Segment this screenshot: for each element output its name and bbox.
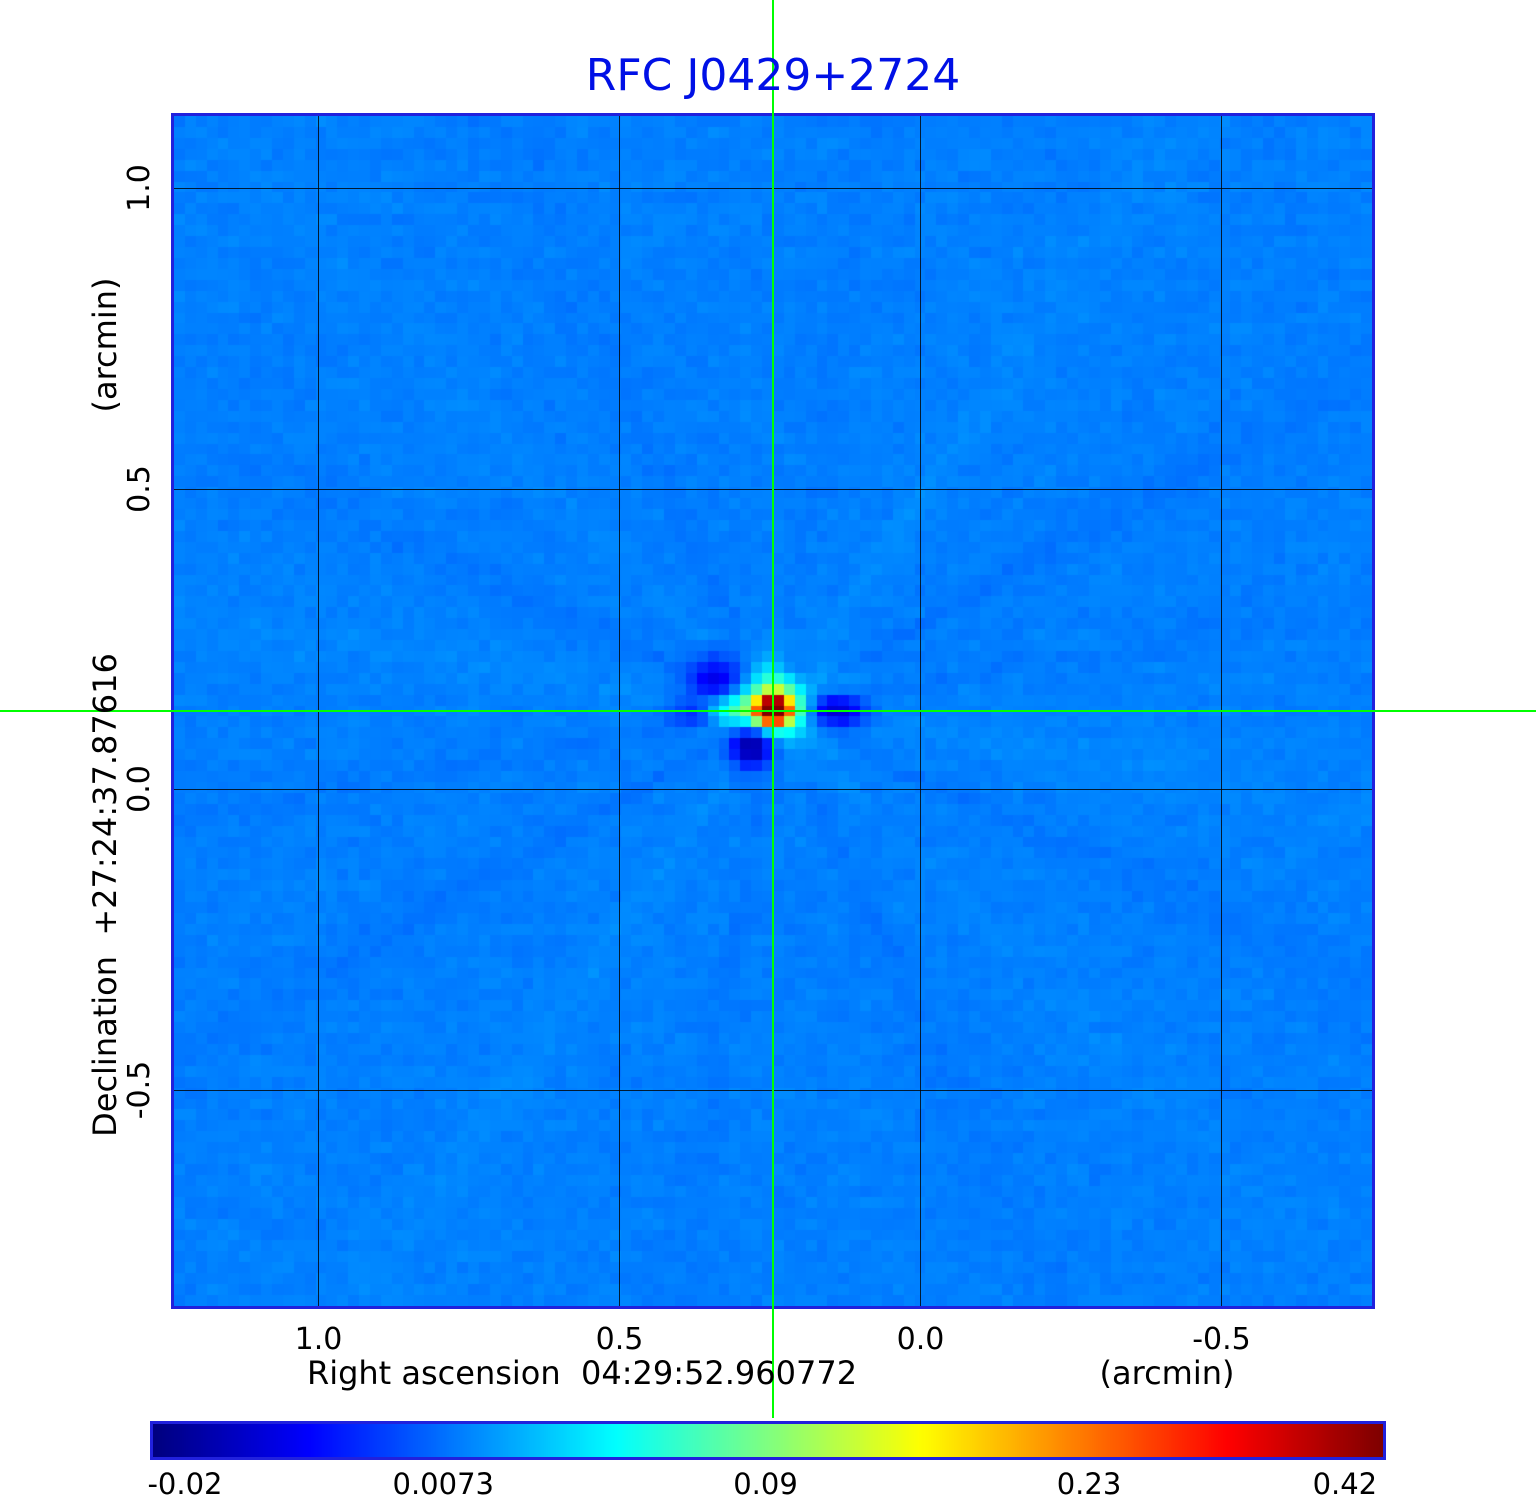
x-axis-label: Right ascension 04:29:52.960772 [306, 1354, 858, 1392]
x-tick-label: 1.0 [294, 1322, 343, 1357]
x-axis-unit-label: (arcmin) [1099, 1354, 1235, 1392]
colorbar-tick-label: 0.23 [1056, 1467, 1122, 1501]
colorbar-tick-label: 0.09 [733, 1467, 798, 1501]
colorbar-tick-label: 0.42 [1312, 1467, 1378, 1501]
colorbar [150, 1421, 1386, 1460]
x-tick-label: -0.5 [1192, 1322, 1251, 1357]
x-tick-label: 0.5 [595, 1322, 644, 1357]
colorbar-tick-label: 0.0073 [392, 1467, 494, 1501]
y-tick-label: 0.5 [122, 464, 157, 513]
colorbar-tick-label: -0.02 [147, 1467, 223, 1501]
y-axis-unit-label: (arcmin) [86, 277, 124, 413]
y-axis-label: Declination +27:24:37.87616 [86, 653, 124, 1137]
y-tick-label: 0.0 [122, 765, 157, 813]
figure-title: RFC J0429+2724 [585, 50, 961, 101]
x-tick-label: 0.0 [896, 1322, 945, 1357]
y-tick-label: 1.0 [122, 164, 157, 212]
colorbar-gradient-canvas [153, 1424, 1383, 1457]
crosshair-horizontal-line [0, 710, 1536, 712]
y-tick-label: -0.5 [122, 1060, 157, 1119]
crosshair-vertical-line [772, 0, 774, 1418]
